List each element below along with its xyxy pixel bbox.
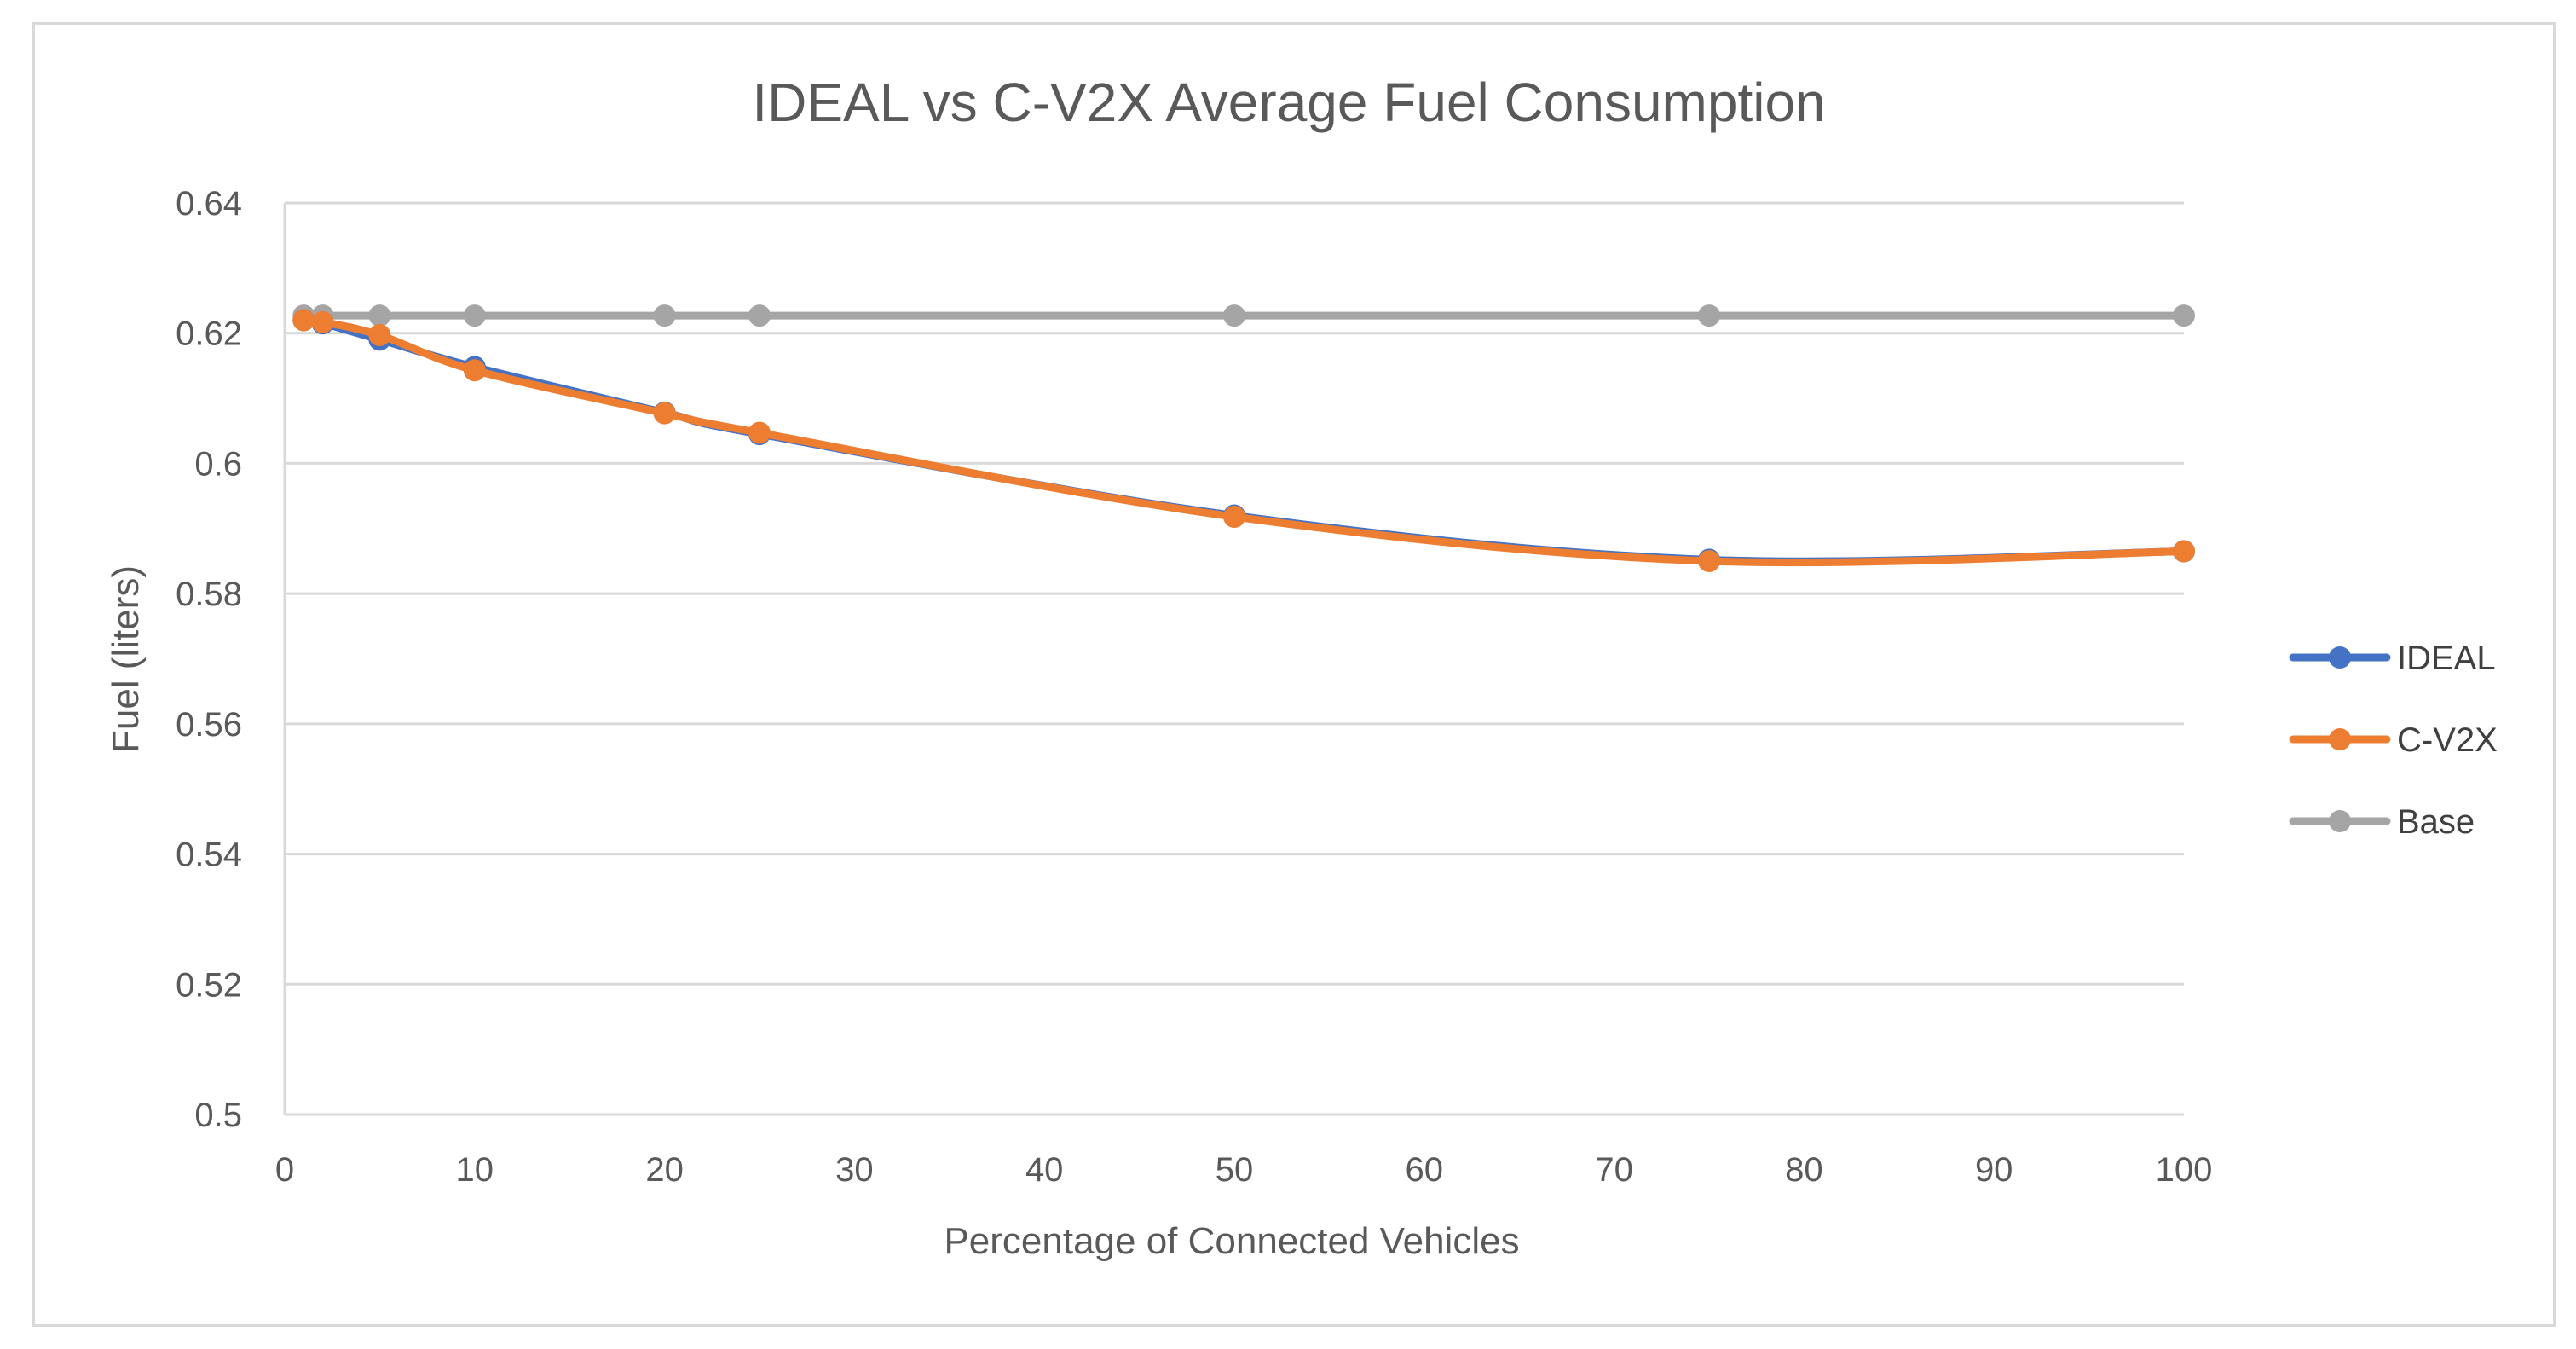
- series-ideal: [292, 309, 2195, 571]
- legend-label: IDEAL: [2397, 640, 2496, 677]
- y-tick-label: 0.56: [176, 706, 242, 744]
- legend-item-ideal: IDEAL: [2289, 640, 2496, 677]
- data-point-base: [1223, 304, 1245, 327]
- x-tick-label: 90: [1975, 1151, 2013, 1189]
- legend-swatch-marker: [2329, 646, 2351, 669]
- x-axis-title: Percentage of Connected Vehicles: [944, 1220, 1519, 1262]
- series-c-v2x: [292, 309, 2195, 572]
- x-tick-label: 10: [456, 1151, 494, 1189]
- data-point-base: [748, 304, 771, 327]
- gridlines: [283, 201, 2184, 1116]
- x-tick-label: 40: [1025, 1151, 1064, 1189]
- chart-title: IDEAL vs C-V2X Average Fuel Consumption: [752, 72, 1825, 133]
- y-tick-label: 0.5: [194, 1097, 242, 1134]
- x-tick-label: 0: [275, 1151, 294, 1189]
- x-tick-label: 30: [835, 1151, 874, 1189]
- data-point-base: [2173, 304, 2195, 327]
- data-point-c-v2x: [2173, 540, 2195, 563]
- y-axis-title: Fuel (liters): [105, 565, 147, 753]
- y-axis-ticks: 0.5 0.52 0.54 0.56 0.58 0.6 0.62 0.64: [176, 185, 242, 1134]
- x-tick-label: 20: [645, 1151, 684, 1189]
- legend: IDEAL C-V2X Base: [2289, 640, 2498, 841]
- series-group: [292, 304, 2195, 572]
- legend-swatch-marker: [2329, 728, 2351, 750]
- series-base: [292, 304, 2195, 327]
- data-point-c-v2x: [292, 309, 315, 332]
- x-tick-label: 50: [1216, 1151, 1254, 1189]
- data-point-c-v2x: [311, 310, 334, 333]
- chart-frame: [32, 22, 2556, 1327]
- y-tick-label: 0.58: [176, 576, 242, 613]
- data-point-c-v2x: [1698, 549, 1720, 572]
- legend-item-c-v2x: C-V2X: [2289, 721, 2498, 759]
- data-point-base: [368, 304, 391, 327]
- x-tick-label: 100: [2156, 1151, 2213, 1189]
- legend-label: C-V2X: [2397, 721, 2498, 759]
- data-point-c-v2x: [653, 402, 676, 425]
- y-tick-label: 0.54: [176, 837, 242, 874]
- data-point-c-v2x: [368, 324, 391, 347]
- data-point-c-v2x: [1223, 506, 1245, 529]
- y-tick-label: 0.62: [176, 316, 242, 353]
- data-point-base: [1698, 304, 1720, 327]
- data-point-base: [653, 304, 676, 327]
- x-tick-label: 70: [1595, 1151, 1633, 1189]
- y-tick-label: 0.52: [176, 966, 242, 1004]
- legend-swatch-marker: [2329, 810, 2351, 832]
- data-point-c-v2x: [463, 359, 486, 382]
- data-point-base: [463, 304, 486, 327]
- series-line-ideal: [299, 316, 2188, 565]
- series-line-c-v2x: [299, 316, 2188, 567]
- x-tick-label: 60: [1406, 1151, 1444, 1189]
- legend-label: Base: [2397, 803, 2475, 841]
- y-tick-label: 0.64: [176, 185, 242, 223]
- x-axis-ticks: 0 10 20 30 40 50 60 70 80 90 100: [275, 1151, 2213, 1189]
- y-tick-label: 0.6: [194, 445, 242, 483]
- x-tick-label: 80: [1785, 1151, 1823, 1189]
- data-point-c-v2x: [748, 421, 771, 444]
- legend-item-base: Base: [2289, 803, 2475, 841]
